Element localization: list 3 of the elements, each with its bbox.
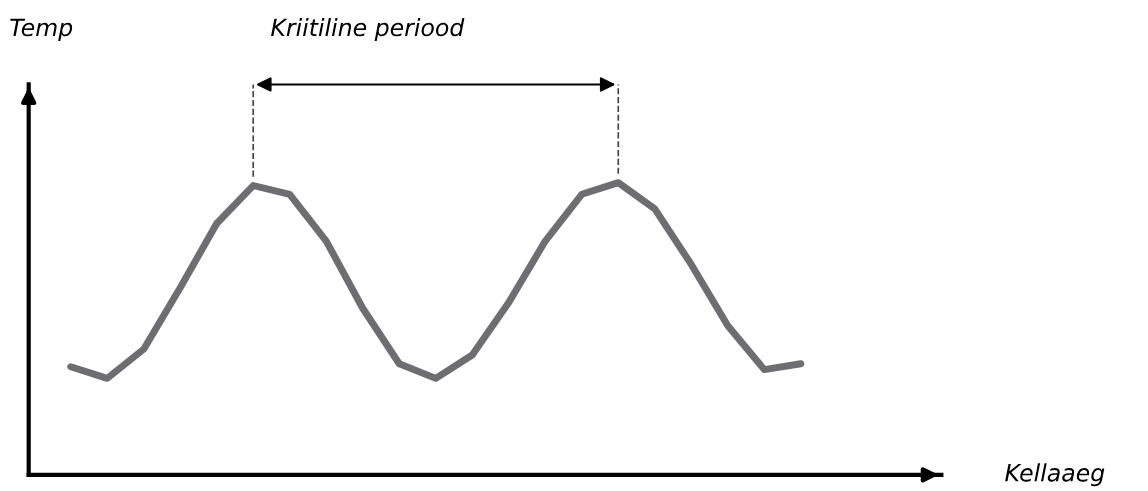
text: Kriitiline periood [271, 18, 465, 41]
text: Temp [10, 18, 73, 41]
text: Kellaaeg [1005, 463, 1105, 487]
